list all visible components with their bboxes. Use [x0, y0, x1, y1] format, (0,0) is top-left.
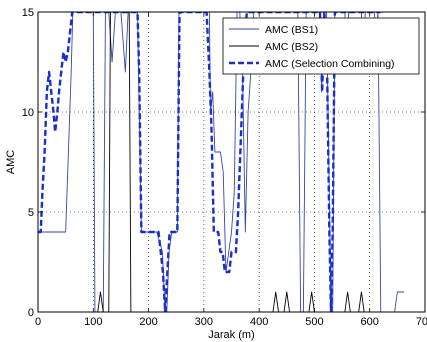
series-line-1: [38, 12, 404, 312]
plot-frame: [37, 11, 426, 313]
y-tick-label: 0: [28, 307, 34, 319]
x-tick-label: 400: [250, 316, 268, 328]
series-layer: [38, 12, 404, 312]
y-tick-label: 15: [22, 7, 34, 19]
y-axis-label: AMC: [5, 150, 17, 175]
legend-label-3: AMC (Selection Combining): [265, 58, 395, 70]
y-tick-label: 5: [28, 207, 34, 219]
series-line-2: [38, 12, 403, 312]
x-tick-label: 600: [361, 316, 379, 328]
ticks: 0 100 200 300 400 500 600 700 0 5 10 15: [22, 7, 427, 328]
legend: AMC (BS1) AMC (BS2) AMC (Selection Combini…: [222, 17, 420, 75]
x-tick-label: 200: [139, 316, 157, 328]
x-tick-label: 300: [195, 316, 213, 328]
axes: [37, 11, 426, 313]
legend-label-1: AMC (BS1): [265, 24, 318, 36]
x-tick-label: 100: [84, 316, 102, 328]
x-tick-label: 0: [35, 316, 41, 328]
grid: [38, 12, 425, 312]
x-tick-label: 500: [305, 316, 323, 328]
x-tick-label: 700: [416, 316, 427, 328]
y-tick-label: 10: [22, 107, 34, 119]
legend-label-2: AMC (BS2): [265, 41, 318, 53]
x-axis-label: Jarak (m): [208, 329, 254, 341]
